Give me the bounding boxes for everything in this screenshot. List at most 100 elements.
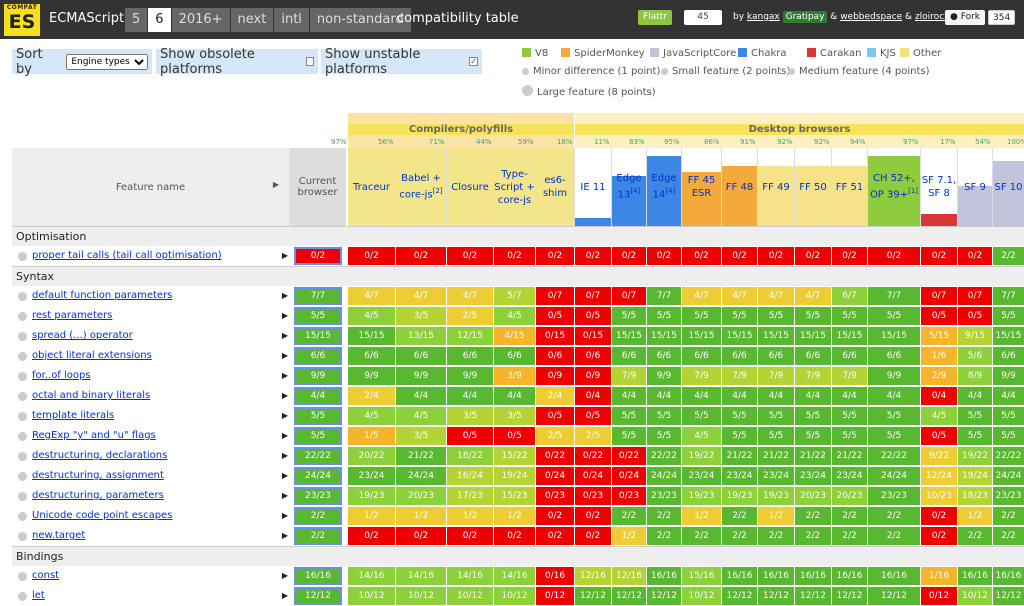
support-cell[interactable]: 0/6 bbox=[575, 347, 612, 365]
feature-link[interactable]: new.target bbox=[32, 530, 86, 541]
support-cell[interactable]: 22/22 bbox=[647, 447, 682, 465]
platform-header[interactable]: IE 11 bbox=[575, 148, 612, 226]
support-cell[interactable]: 15/15 bbox=[722, 327, 758, 345]
support-cell[interactable]: 4/5 bbox=[494, 307, 536, 325]
support-cell[interactable]: 6/6 bbox=[832, 347, 868, 365]
support-cell[interactable]: 12/12 bbox=[722, 587, 758, 605]
platform-header[interactable]: SF 7.1, SF 8 bbox=[921, 148, 958, 226]
feature-link[interactable]: Unicode code point escapes bbox=[32, 510, 173, 521]
support-cell[interactable]: 1/2 bbox=[396, 507, 447, 525]
support-cell[interactable]: 20/23 bbox=[396, 487, 447, 505]
version-tab[interactable]: 6 bbox=[148, 8, 171, 32]
expand-row-arrow-icon[interactable]: ▶ bbox=[281, 471, 288, 480]
support-cell[interactable]: 15/16 bbox=[682, 567, 722, 585]
platform-header[interactable]: es6-shim bbox=[536, 148, 575, 226]
platform-header[interactable]: Closure bbox=[447, 148, 494, 226]
support-cell[interactable]: 4/4 bbox=[958, 387, 993, 405]
support-cell[interactable]: 0/2 bbox=[494, 527, 536, 545]
support-cell[interactable]: 0/24 bbox=[536, 467, 575, 485]
support-cell[interactable]: 4/4 bbox=[993, 387, 1024, 405]
support-cell[interactable]: 2/2 bbox=[958, 527, 993, 545]
support-cell[interactable]: 6/6 bbox=[396, 347, 447, 365]
support-cell[interactable]: 21/22 bbox=[722, 447, 758, 465]
support-cell[interactable]: 2/2 bbox=[758, 527, 795, 545]
support-cell[interactable]: 4/4 bbox=[832, 387, 868, 405]
support-cell[interactable]: 7/7 bbox=[868, 287, 921, 305]
expand-row-arrow-icon[interactable]: ▶ bbox=[281, 591, 288, 600]
support-cell[interactable]: 15/15 bbox=[682, 327, 722, 345]
support-cell[interactable]: 12/12 bbox=[647, 587, 682, 605]
support-cell[interactable]: 5/5 bbox=[682, 407, 722, 425]
support-cell[interactable]: 19/23 bbox=[348, 487, 396, 505]
feature-link[interactable]: const bbox=[32, 570, 60, 581]
support-cell[interactable]: 0/2 bbox=[722, 247, 758, 265]
support-cell[interactable]: 0/2 bbox=[868, 247, 921, 265]
support-cell[interactable]: 0/6 bbox=[536, 347, 575, 365]
support-cell[interactable]: 19/23 bbox=[722, 487, 758, 505]
support-cell[interactable]: 12/12 bbox=[832, 587, 868, 605]
support-cell[interactable]: 5/5 bbox=[758, 307, 795, 325]
support-cell[interactable]: 2/2 bbox=[868, 507, 921, 525]
support-cell[interactable]: 12/12 bbox=[868, 587, 921, 605]
support-cell[interactable]: 21/22 bbox=[795, 447, 832, 465]
support-cell[interactable]: 2/4 bbox=[536, 387, 575, 405]
support-cell[interactable]: 2/2 bbox=[612, 507, 647, 525]
support-cell[interactable]: 5/5 bbox=[993, 407, 1024, 425]
support-cell[interactable]: 4/7 bbox=[682, 287, 722, 305]
support-cell[interactable]: 6/6 bbox=[868, 347, 921, 365]
support-cell[interactable]: 4/4 bbox=[868, 387, 921, 405]
support-cell[interactable]: 16/16 bbox=[958, 567, 993, 585]
support-cell[interactable]: 9/9 bbox=[348, 367, 396, 385]
support-cell[interactable]: 15/15 bbox=[868, 327, 921, 345]
expand-row-arrow-icon[interactable]: ▶ bbox=[281, 531, 288, 540]
support-cell[interactable]: 12/24 bbox=[921, 467, 958, 485]
support-cell[interactable]: 9/22 bbox=[921, 447, 958, 465]
support-cell[interactable]: 4/4 bbox=[647, 387, 682, 405]
support-cell[interactable]: 0/22 bbox=[612, 447, 647, 465]
support-cell[interactable]: 19/24 bbox=[494, 467, 536, 485]
support-cell[interactable]: 15/15 bbox=[758, 327, 795, 345]
support-cell[interactable]: 0/2 bbox=[647, 247, 682, 265]
support-cell[interactable]: 5/5 bbox=[722, 307, 758, 325]
support-cell[interactable]: 0/2 bbox=[612, 247, 647, 265]
support-cell[interactable]: 6/6 bbox=[758, 347, 795, 365]
support-cell[interactable]: 2/2 bbox=[647, 527, 682, 545]
support-cell[interactable]: 1/2 bbox=[958, 507, 993, 525]
support-cell[interactable]: 0/2 bbox=[575, 507, 612, 525]
support-cell[interactable]: 12/12 bbox=[575, 587, 612, 605]
support-cell[interactable]: 4/5 bbox=[921, 407, 958, 425]
support-cell[interactable]: 0/2 bbox=[795, 247, 832, 265]
support-cell[interactable]: 19/23 bbox=[682, 487, 722, 505]
platform-header[interactable]: SF 9 bbox=[958, 148, 993, 226]
feature-link[interactable]: let bbox=[32, 590, 45, 601]
support-cell[interactable]: 0/5 bbox=[575, 407, 612, 425]
feature-link[interactable]: octal and binary literals bbox=[32, 390, 151, 401]
support-cell[interactable]: 0/2 bbox=[348, 527, 396, 545]
support-cell[interactable]: 20/23 bbox=[795, 487, 832, 505]
support-cell[interactable]: 10/12 bbox=[494, 587, 536, 605]
support-cell[interactable]: 7/9 bbox=[758, 367, 795, 385]
support-cell[interactable]: 0/24 bbox=[575, 467, 612, 485]
support-cell[interactable]: 2/5 bbox=[575, 427, 612, 445]
author-link-zloirock[interactable]: zloirock bbox=[914, 12, 950, 22]
support-cell[interactable]: 23/23 bbox=[868, 487, 921, 505]
flattr-button[interactable]: Flattr bbox=[638, 10, 672, 25]
support-cell[interactable]: 16/16 bbox=[722, 567, 758, 585]
support-cell[interactable]: 0/7 bbox=[536, 287, 575, 305]
support-cell[interactable]: 18/22 bbox=[447, 447, 494, 465]
support-cell[interactable]: 0/9 bbox=[536, 367, 575, 385]
support-cell[interactable]: 0/5 bbox=[536, 307, 575, 325]
support-cell[interactable]: 0/2 bbox=[921, 247, 958, 265]
support-cell[interactable]: 5/5 bbox=[832, 407, 868, 425]
support-cell[interactable]: 0/5 bbox=[921, 307, 958, 325]
support-cell[interactable]: 9/15 bbox=[958, 327, 993, 345]
version-tab[interactable]: intl bbox=[274, 8, 309, 32]
support-cell[interactable]: 6/6 bbox=[348, 347, 396, 365]
support-cell[interactable]: 14/16 bbox=[348, 567, 396, 585]
version-tab[interactable]: next bbox=[230, 8, 274, 32]
support-cell[interactable]: 24/24 bbox=[396, 467, 447, 485]
feature-link[interactable]: template literals bbox=[32, 410, 115, 421]
support-cell[interactable]: 12/15 bbox=[447, 327, 494, 345]
support-cell[interactable]: 0/5 bbox=[575, 307, 612, 325]
support-cell[interactable]: 0/2 bbox=[447, 527, 494, 545]
